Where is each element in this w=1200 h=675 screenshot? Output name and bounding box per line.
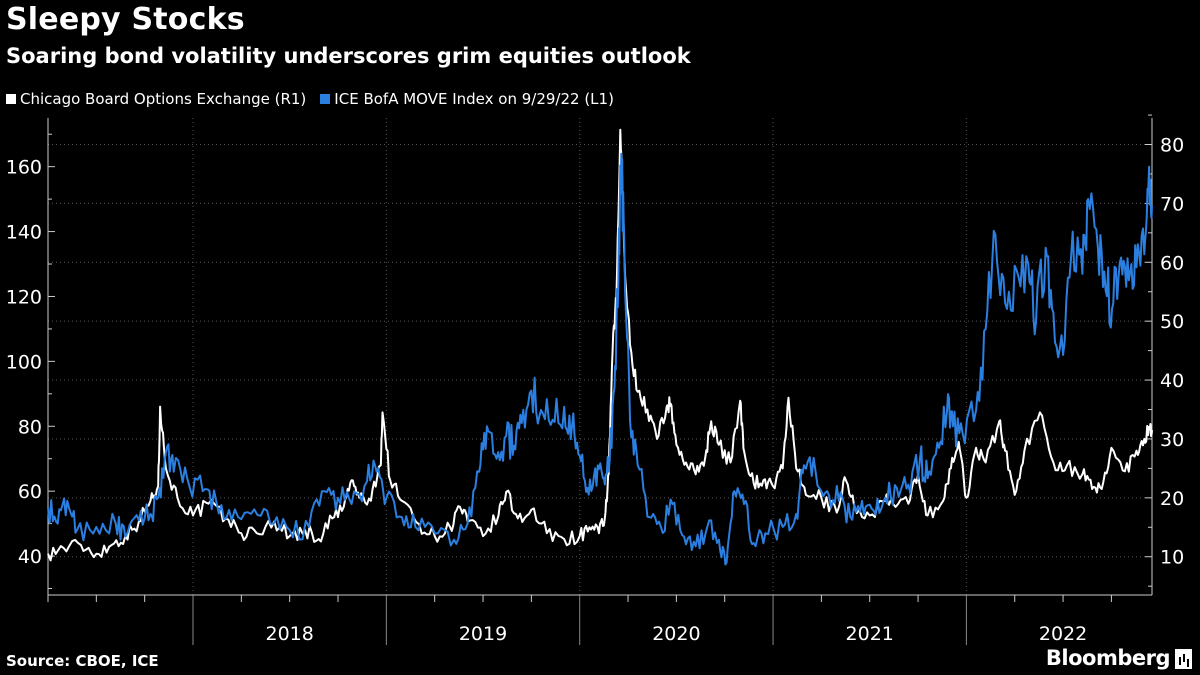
left-tick-label-100: 100 xyxy=(6,351,42,373)
legend-label-cboe: Chicago Board Options Exchange (R1) xyxy=(20,90,307,108)
x-tick-label-2022: 2022 xyxy=(1039,623,1087,645)
bloomberg-logo: Bloomberg xyxy=(1045,646,1171,670)
left-tick-label-140: 140 xyxy=(6,222,42,244)
legend-swatch-white xyxy=(6,94,16,104)
legend: Chicago Board Options Exchange (R1) ICE … xyxy=(6,90,614,108)
legend-label-move: ICE BofA MOVE Index on 9/29/22 (L1) xyxy=(334,90,614,108)
left-tick-label-80: 80 xyxy=(18,416,42,438)
x-tick-label-2018: 2018 xyxy=(266,623,314,645)
x-tick-label-2019: 2019 xyxy=(459,623,507,645)
right-tick-label-70: 70 xyxy=(1160,193,1184,215)
right-tick-label-60: 60 xyxy=(1160,252,1184,274)
chart-title: Sleepy Stocks xyxy=(6,2,245,37)
series-line-move xyxy=(47,152,1153,566)
left-tick-label-120: 120 xyxy=(6,286,42,308)
legend-swatch-blue xyxy=(320,94,331,104)
right-tick-label-20: 20 xyxy=(1160,488,1184,510)
bloomberg-chart-icon xyxy=(1175,649,1192,669)
left-tick-label-60: 60 xyxy=(18,481,42,503)
source-note: Source: CBOE, ICE xyxy=(6,652,159,670)
chart-subtitle: Soaring bond volatility underscores grim… xyxy=(6,44,691,68)
legend-item-cboe: Chicago Board Options Exchange (R1) xyxy=(6,90,306,108)
right-tick-label-80: 80 xyxy=(1160,135,1184,157)
right-tick-label-30: 30 xyxy=(1160,429,1184,451)
right-tick-label-40: 40 xyxy=(1160,370,1184,392)
x-tick-label-2021: 2021 xyxy=(846,623,894,645)
right-tick-label-10: 10 xyxy=(1160,547,1184,569)
left-tick-label-40: 40 xyxy=(18,546,42,568)
legend-item-move: ICE BofA MOVE Index on 9/29/22 (L1) xyxy=(320,90,614,108)
x-tick-label-2020: 2020 xyxy=(652,623,700,645)
right-tick-label-50: 50 xyxy=(1160,311,1184,333)
left-tick-label-160: 160 xyxy=(6,157,42,179)
